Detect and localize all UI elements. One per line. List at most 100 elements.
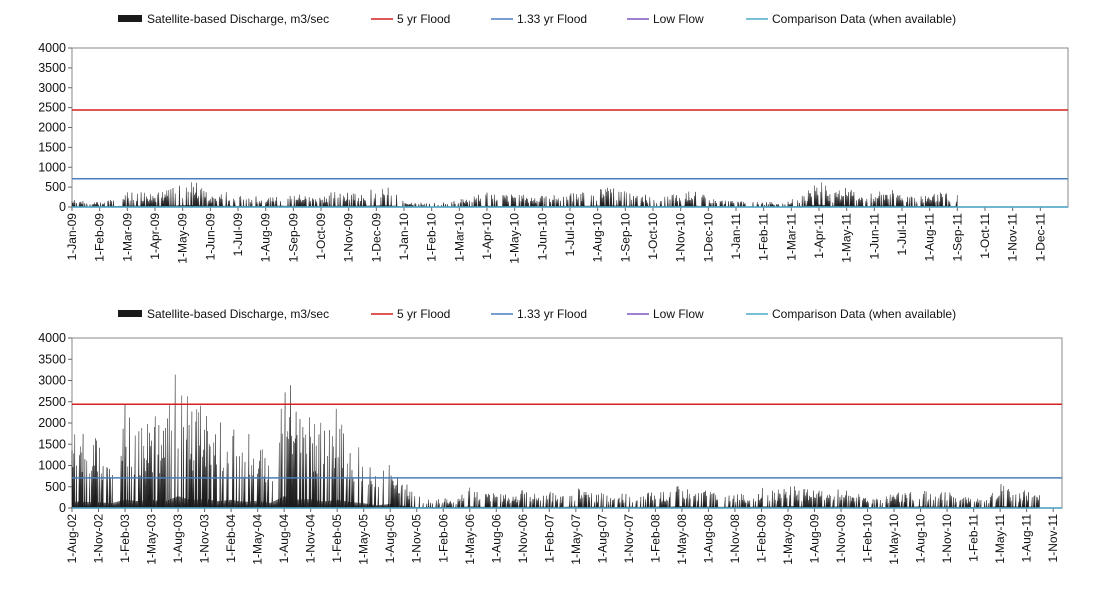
legend-item: 5 yr Flood [371, 12, 450, 26]
x-tick-label: 1-Oct-10 [646, 213, 660, 260]
legend-label: 1.33 yr Flood [517, 307, 587, 321]
legend-label: Comparison Data (when available) [772, 307, 956, 321]
x-tick-label: 1-Jan-09 [65, 213, 79, 261]
legend-item: 1.33 yr Flood [491, 307, 587, 321]
x-tick-label: 1-Feb-09 [754, 514, 768, 563]
legend: Satellite-based Discharge, m3/sec 5 yr Fl… [118, 307, 956, 321]
x-tick-label: 1-Jan-10 [397, 213, 411, 261]
y-tick-label: 0 [59, 501, 66, 515]
discharge-chart-2002-2011: Satellite-based Discharge, m3/sec 5 yr Fl… [38, 307, 1063, 565]
y-tick-label: 3500 [38, 352, 66, 366]
x-tick-label: 1-Sep-11 [950, 213, 964, 262]
x-tick-label: 1-Aug-02 [65, 514, 79, 564]
x-tick-label: 1-May-10 [508, 213, 522, 264]
legend-item: Low Flow [627, 307, 704, 321]
x-tick-label: 1-Feb-03 [118, 514, 132, 563]
x-tick-label: 1-Feb-11 [757, 213, 771, 261]
y-tick-label: 2500 [38, 395, 66, 409]
y-tick-label: 500 [45, 180, 66, 194]
x-tick-label: 1-Nov-04 [304, 514, 318, 564]
x-tick-label: 1-Sep-09 [286, 213, 300, 263]
y-tick-label: 3500 [38, 61, 66, 75]
y-tick-label: 2500 [38, 101, 66, 115]
x-tick-label: 1-Nov-11 [1006, 213, 1020, 262]
x-axis: 1-Aug-02 1-Nov-02 1-Feb-03 1-May-03 1-Aug-03… [65, 508, 1060, 565]
discharge-area [71, 374, 1040, 509]
x-tick-label: 1-Feb-11 [967, 514, 981, 562]
x-tick-label: 1-Nov-09 [342, 213, 356, 263]
y-axis: 0 500 1000 1500 2000 2500 3000 3500 4000 [38, 41, 72, 214]
x-tick-label: 1-May-07 [569, 514, 583, 565]
x-tick-label: 1-Dec-11 [1033, 213, 1047, 262]
legend-label: Low Flow [653, 12, 704, 26]
x-tick-label: 1-Nov-07 [622, 514, 636, 564]
y-tick-label: 1000 [38, 459, 66, 473]
y-tick-label: 3000 [38, 374, 66, 388]
legend-item: 1.33 yr Flood [491, 12, 587, 26]
x-tick-label: 1-May-09 [781, 514, 795, 565]
y-axis: 0 500 1000 1500 2000 2500 3000 3500 4000 [38, 331, 72, 515]
x-tick-label: 1-Jun-11 [867, 213, 881, 260]
x-tick-label: 1-Mar-11 [784, 213, 798, 261]
x-tick-label: 1-Mar-09 [120, 213, 134, 262]
x-tick-label: 1-Aug-03 [171, 514, 185, 564]
x-tick-label: 1-Sep-10 [618, 213, 632, 263]
legend-label: Satellite-based Discharge, m3/sec [147, 307, 329, 321]
y-tick-label: 1500 [38, 140, 66, 154]
x-tick-label: 1-Jan-11 [729, 213, 743, 260]
x-tick-label: 1-Nov-09 [834, 514, 848, 564]
x-tick-label: 1-Nov-10 [674, 213, 688, 263]
legend-item: 5 yr Flood [371, 307, 450, 321]
y-tick-label: 1500 [38, 437, 66, 451]
x-tick-label: 1-Oct-09 [314, 213, 328, 260]
x-tick-label: 1-Nov-08 [728, 514, 742, 564]
y-tick-label: 2000 [38, 121, 66, 135]
x-tick-label: 1-Nov-11 [1046, 514, 1060, 563]
x-tick-label: 1-May-08 [675, 514, 689, 565]
x-tick-label: 1-Aug-09 [259, 213, 273, 263]
x-tick-label: 1-May-03 [145, 514, 159, 565]
x-tick-label: 1-Aug-05 [383, 514, 397, 564]
x-tick-label: 1-Aug-07 [595, 514, 609, 564]
legend-label: Low Flow [653, 307, 704, 321]
x-tick-label: 1-Feb-05 [330, 514, 344, 563]
x-tick-label: 1-Dec-10 [701, 213, 715, 263]
legend-item: Satellite-based Discharge, m3/sec [118, 12, 329, 26]
plot-area [71, 47, 1069, 208]
x-tick-label: 1-Aug-08 [701, 514, 715, 564]
x-tick-label: 1-Jul-11 [895, 213, 909, 256]
x-tick-label: 1-Apr-10 [480, 213, 494, 260]
legend-swatch [118, 15, 142, 22]
x-tick-label: 1-Mar-10 [452, 213, 466, 262]
legend-label: 5 yr Flood [397, 12, 450, 26]
x-tick-label: 1-May-10 [887, 514, 901, 565]
x-tick-label: 1-May-11 [840, 213, 854, 263]
x-tick-label: 1-Nov-05 [410, 514, 424, 564]
x-tick-label: 1-Feb-06 [436, 514, 450, 563]
x-tick-label: 1-Aug-04 [277, 514, 291, 564]
legend-label: Comparison Data (when available) [772, 12, 956, 26]
legend-swatch [118, 310, 142, 317]
x-tick-label: 1-Jul-09 [231, 213, 245, 257]
y-tick-label: 0 [59, 200, 66, 214]
legend-item: Satellite-based Discharge, m3/sec [118, 307, 329, 321]
x-tick-label: 1-Feb-10 [425, 213, 439, 262]
x-tick-label: 1-May-06 [463, 514, 477, 565]
x-tick-label: 1-Nov-02 [92, 514, 106, 564]
x-tick-label: 1-Jun-10 [535, 213, 549, 261]
x-tick-label: 1-Feb-08 [648, 514, 662, 563]
y-tick-label: 4000 [38, 41, 66, 55]
y-tick-label: 500 [45, 480, 66, 494]
discharge-area [71, 182, 958, 208]
discharge-chart-2009-2011: Satellite-based Discharge, m3/sec 5 yr Fl… [38, 12, 1069, 264]
x-tick-label: 1-May-11 [993, 514, 1007, 564]
x-tick-label: 1-May-04 [251, 514, 265, 565]
x-tick-label: 1-Aug-11 [923, 213, 937, 262]
legend-label: 1.33 yr Flood [517, 12, 587, 26]
y-tick-label: 3000 [38, 81, 66, 95]
x-tick-label: 1-Nov-03 [198, 514, 212, 564]
y-tick-label: 4000 [38, 331, 66, 345]
y-tick-label: 2000 [38, 416, 66, 430]
x-tick-label: 1-Apr-11 [812, 213, 826, 259]
